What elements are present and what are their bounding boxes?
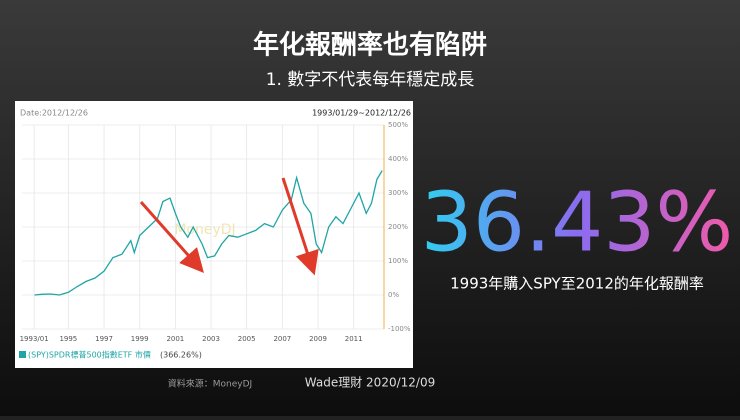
- legend-label: (SPY)SPDR標普500指數ETF 市價: [28, 350, 151, 360]
- y-tick-label: 500%: [388, 121, 408, 129]
- author: Wade理財 2020/12/09: [305, 375, 435, 390]
- data-line: [34, 170, 383, 296]
- x-tick-label: 2011: [345, 335, 363, 343]
- x-tick-label: 1993/01: [20, 335, 49, 343]
- chart-panel: [15, 101, 413, 368]
- y-tick-label: 200%: [388, 223, 408, 231]
- date-label: Date:2012/12/26: [20, 109, 88, 118]
- x-tick-label: 2003: [202, 335, 220, 343]
- x-tick-label: 1999: [131, 335, 149, 343]
- x-tick-label: 2007: [273, 335, 291, 343]
- source: 資料來源：MoneyDJ: [168, 378, 252, 390]
- subtitle: 1. 數字不代表每年穩定成長: [266, 70, 475, 90]
- title: 年化報酬率也有陷阱: [253, 30, 487, 61]
- arrow: [281, 177, 319, 276]
- x-tick-label: 2005: [238, 335, 256, 343]
- x-tick-label: 2009: [309, 335, 327, 343]
- x-tick-label: 1997: [95, 335, 113, 343]
- x-tick-label: 2001: [166, 335, 184, 343]
- y-tick-label: 400%: [388, 155, 408, 163]
- y-tick-label: -100%: [388, 325, 411, 333]
- y-tick-label: 300%: [388, 189, 408, 197]
- y-tick-label: 0%: [388, 291, 399, 299]
- legend-swatch: [19, 351, 26, 358]
- big-number: 36.43%: [421, 175, 734, 270]
- range-label: 1993/01/29~2012/12/26: [312, 109, 411, 118]
- caption: 1993年購入SPY至2012的年化報酬率: [450, 275, 704, 293]
- x-tick-label: 1995: [59, 335, 77, 343]
- y-tick-label: 100%: [388, 257, 408, 265]
- arrow: [139, 201, 204, 273]
- legend-total: (366.26%): [160, 351, 202, 360]
